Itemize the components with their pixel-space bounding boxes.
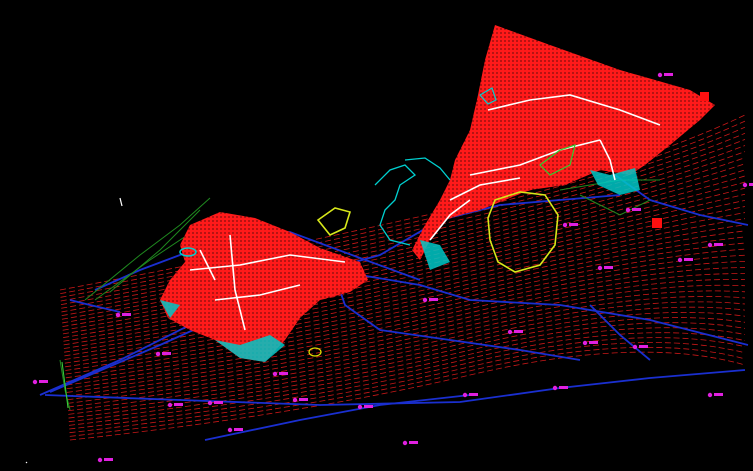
label-marker [155, 351, 161, 357]
label-markers-layer [32, 72, 753, 463]
label-tag [214, 401, 223, 404]
contour-line [68, 317, 746, 415]
label-marker [272, 371, 278, 377]
contour-line [69, 351, 746, 441]
label-tag [299, 398, 308, 401]
contour-line [60, 132, 746, 302]
contour-line [66, 279, 746, 390]
label-tag [122, 313, 131, 316]
contour-line [66, 267, 746, 382]
contour-line [69, 337, 746, 430]
label-tag [279, 372, 288, 375]
contour-line [66, 273, 746, 386]
contour-line [67, 312, 746, 412]
label-marker [115, 312, 121, 318]
label-marker [97, 457, 103, 463]
contour-line [66, 284, 746, 393]
label-tag [749, 183, 753, 186]
label-tag [514, 330, 523, 333]
label-marker [207, 400, 213, 406]
building-cluster-east [412, 25, 715, 270]
contour-line [62, 169, 746, 324]
label-tag [104, 458, 113, 461]
red-square-markers [652, 92, 709, 228]
contour-line [69, 342, 746, 434]
label-tag [569, 223, 578, 226]
contour-line [67, 306, 746, 408]
contour-line [60, 139, 746, 306]
contour-line [61, 145, 746, 309]
label-marker [402, 440, 408, 446]
label-marker [707, 392, 713, 398]
label-tag [639, 345, 648, 348]
label-marker [552, 385, 558, 391]
label-marker [742, 182, 748, 188]
label-tag [234, 428, 243, 431]
boundary-loops-layer [316, 144, 576, 273]
label-marker [357, 404, 363, 410]
contour-line [64, 236, 746, 364]
contour-line [69, 346, 746, 437]
label-tag [632, 208, 641, 211]
contour-line [68, 332, 746, 426]
contour-line [65, 242, 746, 368]
contour-line [61, 157, 746, 317]
label-tag [174, 403, 183, 406]
contour-line [68, 327, 746, 423]
contour-line [65, 260, 746, 379]
label-marker [167, 402, 173, 408]
label-marker [227, 427, 233, 433]
label-marker [507, 329, 513, 335]
label-tag [714, 393, 723, 396]
building-cluster-west [160, 212, 368, 362]
contour-line [64, 224, 746, 357]
contour-line [67, 290, 746, 397]
annotation-marks [25, 197, 123, 464]
label-tag [664, 73, 673, 76]
utility-lines-layer [59, 179, 660, 411]
contour-lines-layer [59, 114, 746, 441]
contour-line [67, 301, 746, 404]
label-marker [292, 397, 298, 403]
label-marker [422, 297, 428, 303]
contour-line [64, 230, 746, 360]
contour-line [61, 163, 746, 320]
label-tag [409, 441, 418, 444]
label-tag [604, 266, 613, 269]
label-tag [559, 386, 568, 389]
label-marker [597, 265, 603, 271]
label-tag [429, 298, 438, 301]
label-tag [589, 341, 598, 344]
label-marker [462, 392, 468, 398]
label-marker [657, 72, 663, 78]
label-tag [469, 393, 478, 396]
label-marker [632, 344, 638, 350]
contour-line [65, 254, 746, 375]
label-tag [364, 405, 373, 408]
label-marker [625, 207, 631, 213]
label-tag [714, 243, 723, 246]
label-marker [32, 379, 38, 385]
label-tag [162, 352, 171, 355]
contour-line [67, 296, 746, 401]
water-line-layer [374, 157, 451, 246]
label-marker [562, 222, 568, 228]
label-tag [684, 258, 693, 261]
contour-line [62, 175, 746, 327]
label-marker [582, 340, 588, 346]
contour-line [61, 151, 746, 313]
contour-line [65, 248, 746, 371]
label-marker [677, 257, 683, 263]
road-polylines-layer [39, 174, 749, 441]
label-tag [39, 380, 48, 383]
label-marker [707, 242, 713, 248]
